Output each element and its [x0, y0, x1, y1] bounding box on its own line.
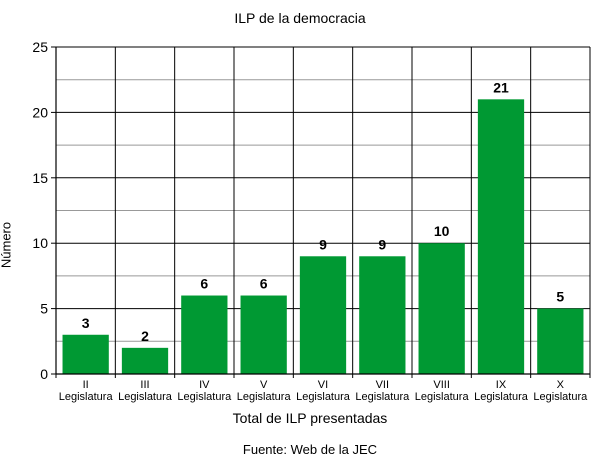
x-tick-label: Legislatura	[177, 391, 232, 403]
bar	[477, 99, 525, 374]
y-tick-label: 0	[40, 366, 48, 382]
y-tick-label: 5	[40, 301, 48, 317]
data-label: 21	[493, 79, 509, 95]
bar	[121, 347, 169, 374]
data-label: 9	[378, 236, 386, 252]
chart-source: Fuente: Web de la JEC	[242, 442, 378, 457]
x-tick-label: Legislatura	[118, 391, 173, 403]
x-tick-label: VIII	[433, 379, 450, 391]
x-tick-label: Legislatura	[296, 391, 351, 403]
x-tick-label: Legislatura	[237, 391, 292, 403]
data-label: 6	[200, 276, 208, 292]
data-label: 9	[319, 236, 327, 252]
y-tick-label: 10	[32, 235, 48, 251]
bar	[418, 243, 465, 374]
x-tick-label: Legislatura	[355, 391, 410, 403]
chart-title: ILP de la democracia	[234, 10, 366, 26]
bar	[240, 295, 287, 374]
x-tick-label: Legislatura	[533, 391, 588, 403]
x-tick-label: VII	[376, 379, 389, 391]
bar	[62, 334, 109, 374]
y-tick-label: 15	[32, 170, 48, 186]
y-tick-label: 20	[32, 104, 48, 120]
bar	[537, 308, 584, 374]
x-tick-label: V	[260, 379, 268, 391]
data-label: 5	[556, 289, 564, 305]
x-tick-label: III	[140, 379, 149, 391]
x-tick-label: II	[83, 379, 89, 391]
x-tick-label: Legislatura	[474, 391, 529, 403]
x-tick-label: VI	[318, 379, 328, 391]
bar	[359, 256, 406, 374]
bar	[181, 295, 228, 374]
x-tick-label: Legislatura	[415, 391, 470, 403]
data-label: 2	[141, 328, 149, 344]
x-tick-label: IV	[199, 379, 210, 391]
x-tick-label: Legislatura	[59, 391, 114, 403]
x-axis-label: Total de ILP presentadas	[232, 410, 388, 426]
bar	[299, 256, 347, 374]
x-tick-label: IX	[496, 379, 507, 391]
data-label: 10	[434, 223, 450, 239]
data-label: 6	[260, 276, 268, 292]
x-tick-label: X	[557, 379, 565, 391]
data-label: 3	[82, 315, 90, 331]
y-tick-label: 25	[32, 39, 48, 55]
